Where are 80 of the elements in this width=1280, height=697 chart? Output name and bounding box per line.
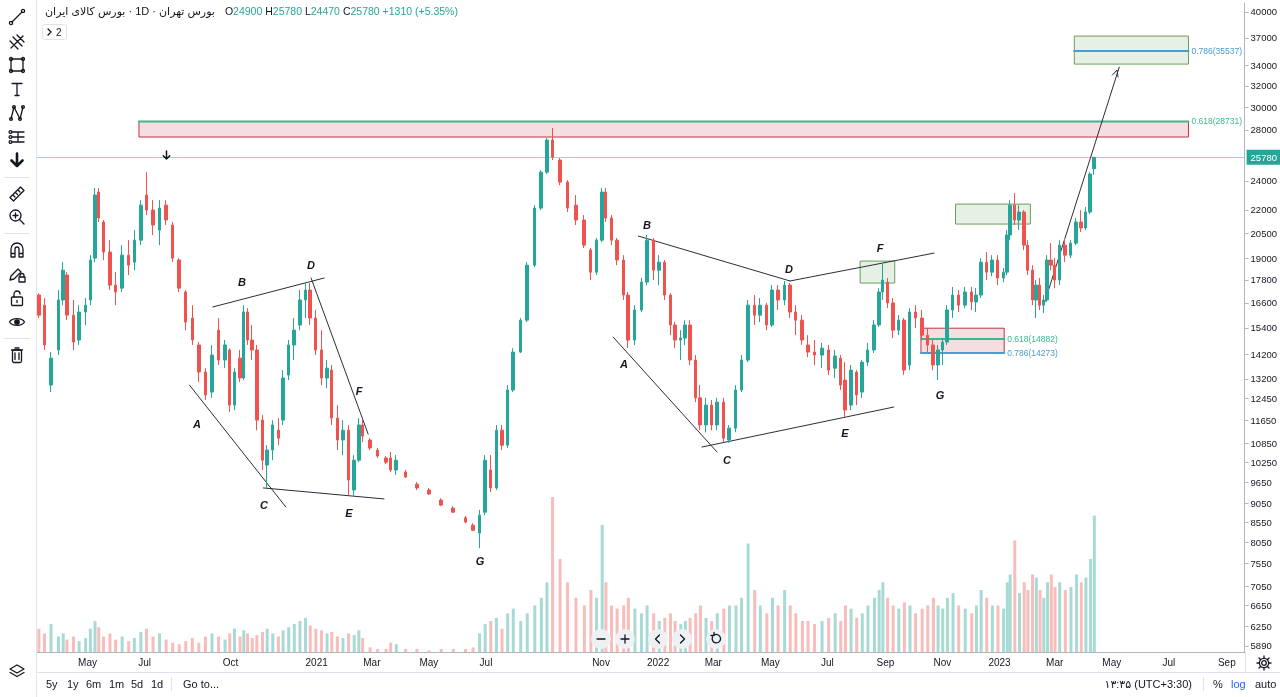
y-tick-label: 22000: [1250, 204, 1277, 216]
y-tick-label: 5890: [1250, 640, 1272, 652]
x-tick-label: May: [78, 656, 97, 668]
series-label: 0.786(35537): [1191, 46, 1243, 57]
y-tick-label: 7550: [1250, 558, 1272, 570]
x-tick-label: Sep: [876, 656, 895, 668]
y-tick-label: 32000: [1250, 80, 1277, 92]
text: 6m: [86, 677, 102, 691]
annotation: G: [475, 555, 485, 567]
y-tick-label: 28000: [1250, 124, 1277, 136]
y-tick-label: 11650: [1250, 414, 1277, 426]
text: log: [1231, 677, 1246, 691]
text: 1y: [67, 677, 79, 691]
x-tick-label: Mar: [363, 656, 382, 668]
x-tick-label: 2021: [305, 656, 329, 668]
x-tick-label: Nov: [592, 656, 610, 668]
y-tick-label: 30000: [1250, 101, 1277, 113]
y-tick-label: 9050: [1250, 498, 1272, 510]
annotation: E: [841, 427, 849, 439]
text: Go to...: [183, 677, 220, 691]
text: 1d: [151, 677, 164, 691]
chart-subtitle: O24900 H25780 L24470 C25780 +1310 (+5.35%): [224, 5, 458, 17]
text: ۱۳:۳۵ (UTC+3:30): [1104, 677, 1192, 691]
x-tick-label: May: [419, 656, 439, 668]
annotation: C: [723, 454, 731, 466]
y-tick-label: 34000: [1250, 60, 1277, 72]
y-tick-label: 13200: [1250, 373, 1277, 385]
annotation: G: [935, 389, 945, 401]
y-tick-label: 8550: [1250, 516, 1272, 528]
text: 5y: [46, 677, 58, 691]
y-tick-label: 14200: [1250, 349, 1277, 361]
y-tick-label: 15400: [1250, 322, 1277, 334]
series-label: 0.618(28731): [1191, 116, 1243, 127]
x-tick-label: May: [1102, 656, 1122, 668]
text: auto: [1255, 677, 1277, 691]
ref-line-label: 25780: [1250, 151, 1277, 163]
x-tick-label: 2023: [988, 656, 1012, 668]
y-tick-label: 9650: [1250, 476, 1272, 488]
annotation: B: [643, 219, 651, 231]
x-tick-label: Oct: [222, 656, 239, 668]
annotation: D: [785, 263, 793, 275]
y-tick-label: 40000: [1250, 6, 1277, 18]
y-tick-label: 20500: [1250, 227, 1277, 239]
y-tick-label: 24000: [1250, 175, 1277, 187]
x-tick-label: Jul: [821, 656, 834, 668]
x-tick-label: Sep: [1217, 656, 1237, 668]
annotation: E: [345, 507, 353, 519]
x-tick-label: Jul: [479, 656, 493, 668]
text: 5d: [131, 677, 144, 691]
y-tick-label: 8050: [1250, 536, 1272, 548]
series-label: 0.618(14882): [1007, 334, 1058, 345]
x-tick-label: Mar: [704, 656, 723, 668]
y-tick-label: 10250: [1250, 456, 1277, 468]
y-tick-label: 37000: [1250, 32, 1277, 44]
annotation: 2: [56, 26, 62, 38]
x-tick-label: Jul: [1162, 656, 1176, 668]
annotation: B: [238, 276, 246, 288]
x-tick-label: Jul: [138, 656, 151, 668]
annotation: A: [620, 358, 628, 370]
y-tick-label: 16600: [1250, 297, 1277, 309]
y-tick-label: 6250: [1250, 620, 1272, 632]
annotation: D: [307, 259, 315, 271]
annotation: C: [260, 499, 268, 511]
count-badge: 2: [42, 24, 67, 40]
x-tick-label: 2022: [646, 656, 670, 668]
y-tick-label: 10850: [1250, 438, 1277, 450]
y-tick-label: 12450: [1250, 392, 1277, 404]
annotation: A: [193, 418, 201, 430]
text: 1m: [109, 677, 125, 691]
x-tick-label: May: [760, 656, 780, 668]
y-tick-label: 17800: [1250, 274, 1277, 286]
y-tick-label: 19000: [1250, 252, 1277, 264]
y-tick-label: 6650: [1250, 600, 1272, 612]
text: %: [1213, 677, 1223, 691]
x-tick-label: Nov: [933, 656, 952, 668]
annotation: F: [876, 242, 884, 254]
series-label: 0.786(14273): [1007, 347, 1058, 358]
x-tick-label: Mar: [1046, 656, 1064, 668]
annotation: F: [355, 385, 363, 397]
y-tick-label: 7050: [1250, 580, 1272, 592]
